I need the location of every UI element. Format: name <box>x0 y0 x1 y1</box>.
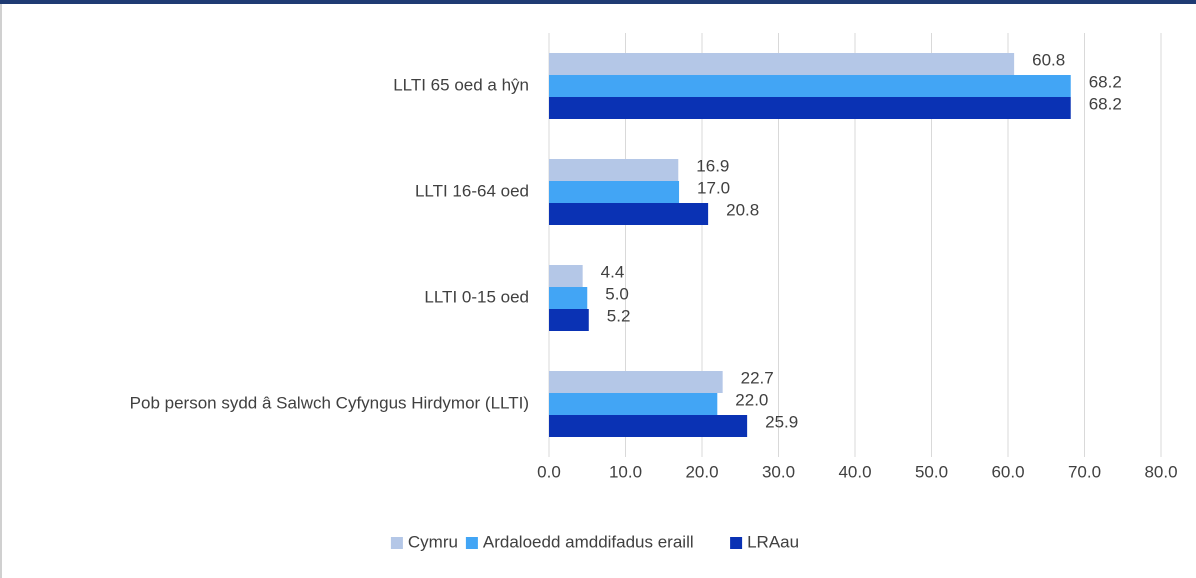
data-label: 4.4 <box>601 262 625 281</box>
bar <box>549 53 1015 75</box>
y-tick-label: LLTI 0-15 oed <box>424 287 529 306</box>
legend-swatch <box>465 537 478 549</box>
legend-label: Ardaloedd amddifadus eraill <box>483 532 694 551</box>
legend-label: LRAau <box>747 532 799 551</box>
bar <box>549 159 679 181</box>
legend-label: Cymru <box>408 532 458 551</box>
legend-swatch <box>730 537 743 549</box>
bar <box>549 393 718 415</box>
bar <box>549 415 748 437</box>
data-label: 68.2 <box>1089 72 1122 91</box>
y-tick-label: LLTI 16-64 oed <box>415 181 529 200</box>
y-tick-label: Pob person sydd â Salwch Cyfyngus Hirdym… <box>130 393 529 412</box>
data-label: 60.8 <box>1032 50 1065 69</box>
x-tick-label: 70.0 <box>1068 462 1101 481</box>
x-tick-label: 30.0 <box>762 462 795 481</box>
data-label: 22.7 <box>741 368 774 387</box>
bar <box>549 203 709 225</box>
x-tick-label: 50.0 <box>915 462 948 481</box>
legend-swatch <box>390 537 403 549</box>
y-tick-label: LLTI 65 oed a hŷn <box>393 75 529 94</box>
data-label: 25.9 <box>765 412 798 431</box>
bar <box>549 181 680 203</box>
bar <box>549 371 723 393</box>
x-tick-label: 40.0 <box>838 462 871 481</box>
bar <box>549 309 589 331</box>
data-label: 5.2 <box>607 306 631 325</box>
bar <box>549 287 588 309</box>
bar <box>549 97 1071 119</box>
x-tick-label: 60.0 <box>991 462 1024 481</box>
data-label: 17.0 <box>697 178 730 197</box>
data-label: 68.2 <box>1089 94 1122 113</box>
data-label: 20.8 <box>726 200 759 219</box>
top-border <box>0 0 1196 4</box>
bar <box>549 75 1071 97</box>
x-tick-label: 0.0 <box>537 462 561 481</box>
data-label: 16.9 <box>696 156 729 175</box>
data-label: 5.0 <box>605 284 629 303</box>
data-label: 22.0 <box>735 390 768 409</box>
bar <box>549 265 583 287</box>
x-tick-label: 80.0 <box>1144 462 1177 481</box>
x-tick-label: 20.0 <box>685 462 718 481</box>
x-tick-label: 10.0 <box>609 462 642 481</box>
